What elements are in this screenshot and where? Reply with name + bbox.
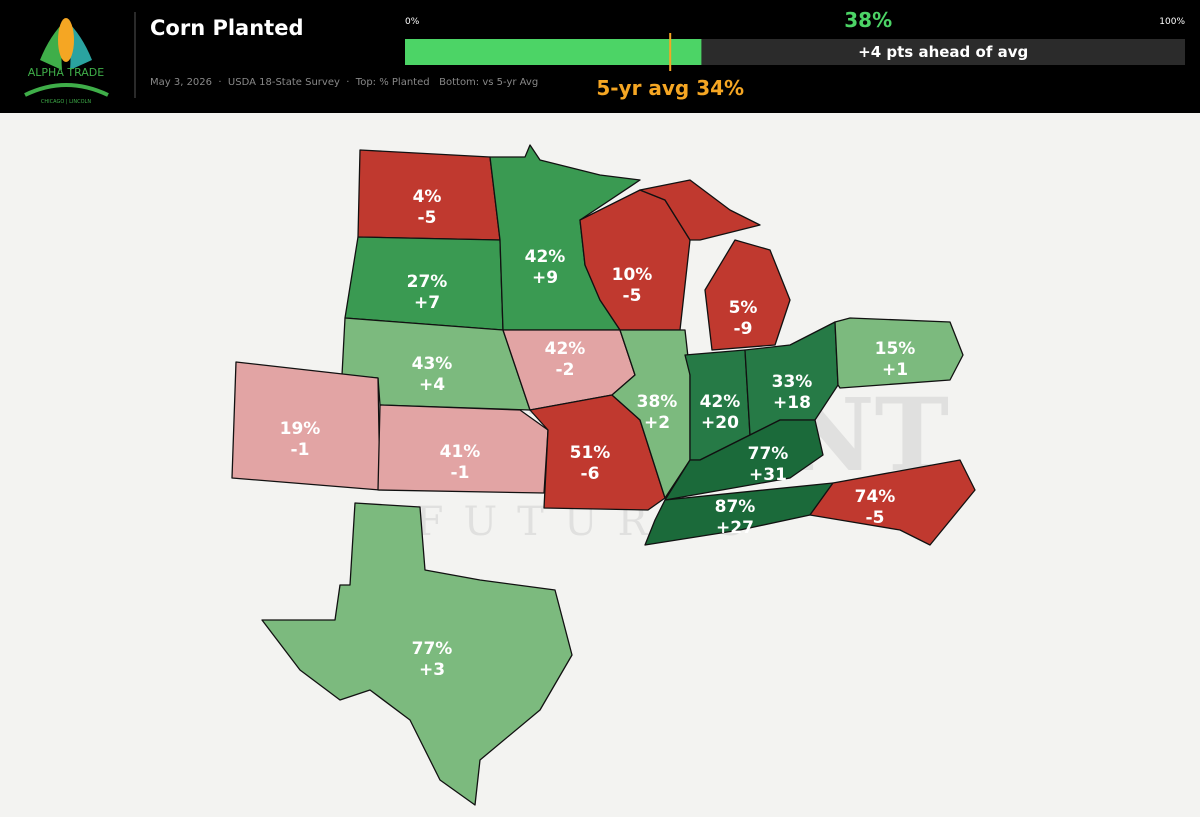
state-vs-avg: +20 bbox=[701, 413, 739, 433]
logo: ALPHA TRADE CHICAGO | LINCOLN bbox=[24, 18, 109, 105]
state-planted: 19% bbox=[280, 419, 321, 439]
state-vs-avg: -1 bbox=[291, 440, 310, 460]
state-vs-avg: +3 bbox=[419, 660, 445, 680]
state-planted: 27% bbox=[407, 272, 448, 292]
state-vs-avg: -1 bbox=[451, 463, 470, 483]
avg-label: 5-yr avg 34% bbox=[596, 76, 744, 100]
state-vs-avg: +2 bbox=[644, 413, 670, 433]
state-vs-avg: +31 bbox=[749, 465, 787, 485]
state-planted: 38% bbox=[637, 392, 678, 412]
state bbox=[639, 179, 791, 351]
value-label: 38% bbox=[844, 8, 892, 32]
state-planted: 74% bbox=[855, 487, 896, 507]
state bbox=[809, 459, 976, 546]
map bbox=[231, 144, 976, 806]
state-planted: 10% bbox=[612, 265, 653, 285]
state-vs-avg: -5 bbox=[623, 286, 642, 306]
state-planted: 77% bbox=[748, 444, 789, 464]
state-planted: 42% bbox=[545, 339, 586, 359]
state-vs-avg: +7 bbox=[414, 293, 440, 313]
state bbox=[834, 317, 964, 389]
state-planted: 5% bbox=[729, 298, 758, 318]
state-planted: 51% bbox=[570, 443, 611, 463]
logo-subtitle: CHICAGO | LINCOLN bbox=[41, 99, 91, 105]
state-vs-avg: -5 bbox=[418, 208, 437, 228]
title: Corn Planted bbox=[150, 16, 303, 40]
state-vs-avg: -6 bbox=[581, 464, 600, 484]
state-planted: 33% bbox=[772, 372, 813, 392]
state bbox=[611, 329, 691, 499]
state-planted: 77% bbox=[412, 639, 453, 659]
tick-label: 0% bbox=[405, 17, 420, 27]
state-vs-avg: +18 bbox=[773, 393, 811, 413]
progress-bar: 0% 100% 38% 5-yr avg 34% +4 pts ahead of avg bbox=[405, 8, 1185, 100]
subtitle: May 3, 2026 · USDA 18-State Survey · Top… bbox=[150, 77, 538, 88]
state-planted: 15% bbox=[875, 339, 916, 359]
state-vs-avg: -5 bbox=[866, 508, 885, 528]
state bbox=[664, 419, 824, 501]
state-planted: 42% bbox=[700, 392, 741, 412]
state-vs-avg: -2 bbox=[556, 360, 575, 380]
state-planted: 43% bbox=[412, 354, 453, 374]
state-planted: 42% bbox=[525, 247, 566, 267]
state-vs-avg: +27 bbox=[716, 518, 754, 538]
state-vs-avg: +9 bbox=[532, 268, 558, 288]
state-vs-avg: +4 bbox=[419, 375, 445, 395]
state-planted: 4% bbox=[413, 187, 442, 207]
state-vs-avg: -9 bbox=[734, 319, 753, 339]
logo-title: ALPHA TRADE bbox=[28, 66, 104, 79]
note: +4 pts ahead of avg bbox=[858, 43, 1028, 61]
state-vs-avg: +1 bbox=[882, 360, 908, 380]
state-planted: 87% bbox=[715, 497, 756, 517]
state-labels: 4%-527%+742%+943%+419%-1 41%-142%-251%-61… bbox=[280, 187, 916, 680]
state bbox=[261, 502, 573, 806]
state-planted: 41% bbox=[440, 442, 481, 462]
bar-fill bbox=[405, 39, 702, 65]
tick-label: 100% bbox=[1159, 17, 1185, 27]
